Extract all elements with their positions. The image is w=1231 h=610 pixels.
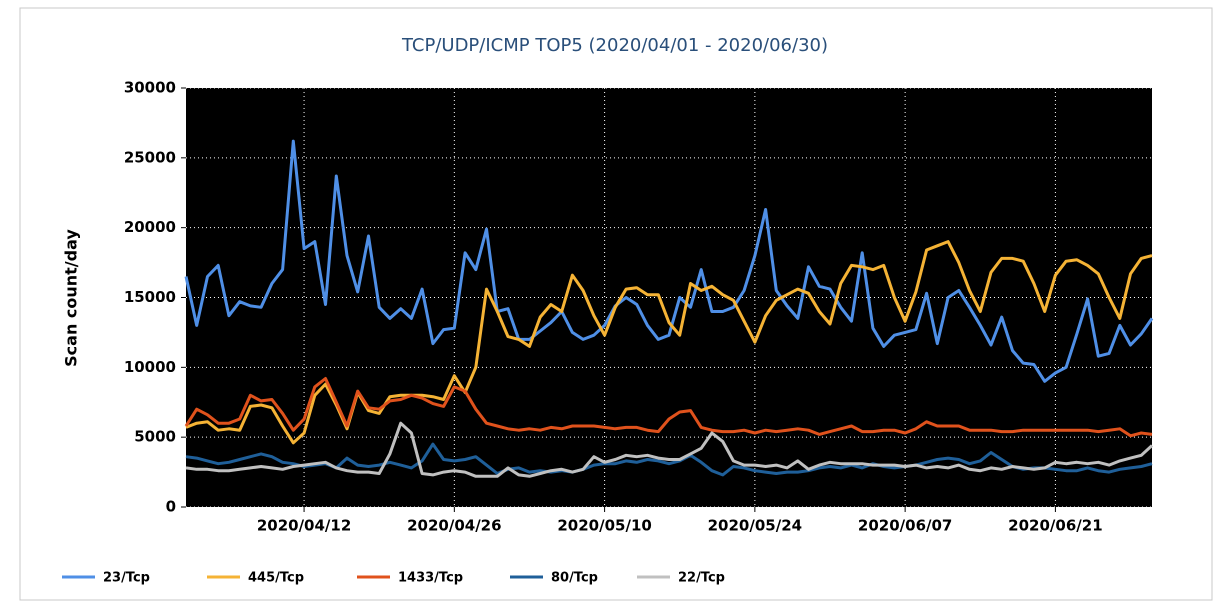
series-line — [185, 442, 1153, 477]
legend-label: 80/Tcp — [551, 571, 598, 586]
y-tick-label: 30000 — [124, 79, 176, 97]
x-tick-label: 2020/04/26 — [407, 517, 501, 535]
y-axis-label: Scan count/day — [62, 229, 81, 367]
series-line — [184, 377, 1153, 438]
y-tick-label: 25000 — [124, 148, 176, 166]
y-tick-label: 20000 — [124, 218, 176, 236]
y-tick-label: 0 — [166, 498, 176, 516]
series-line — [185, 421, 1154, 478]
y-tick-label: 10000 — [124, 358, 176, 376]
legend-label: 22/Tcp — [678, 571, 725, 586]
y-tick-label: 15000 — [124, 288, 176, 306]
x-tick-label: 2020/06/21 — [1008, 517, 1102, 535]
x-tick-label: 2020/05/10 — [557, 517, 651, 535]
x-tick-label: 2020/04/12 — [257, 517, 351, 535]
series-line — [184, 139, 1154, 383]
series-line — [185, 240, 1153, 445]
chart-title: TCP/UDP/ICMP TOP5 (2020/04/01 - 2020/06/… — [401, 35, 828, 56]
legend-label: 23/Tcp — [103, 571, 150, 586]
y-tick-label: 5000 — [134, 428, 176, 446]
x-tick-label: 2020/05/24 — [708, 517, 802, 535]
legend-label: 1433/Tcp — [398, 571, 463, 586]
x-tick-label: 2020/06/07 — [858, 517, 952, 535]
legend-label: 445/Tcp — [248, 571, 304, 586]
